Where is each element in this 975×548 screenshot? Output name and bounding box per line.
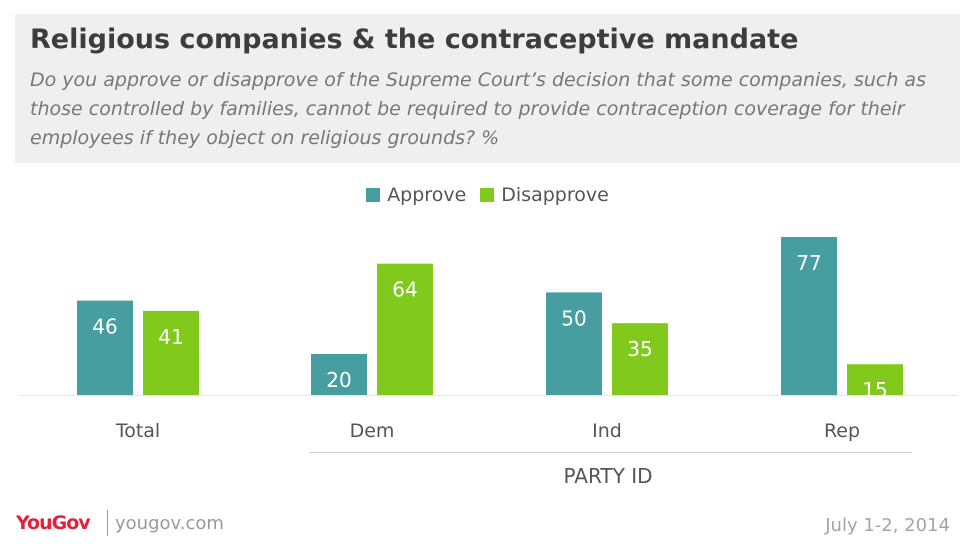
- legend-swatch-approve: [366, 188, 381, 202]
- data-label-disapprove-ind: 35: [627, 337, 652, 361]
- footer-divider: [107, 510, 108, 536]
- bar-disapprove-total: [143, 310, 199, 395]
- bar-approve-rep: [781, 237, 837, 395]
- legend-item-approve: Approve: [366, 184, 466, 206]
- yougov-logo: YouGov: [16, 512, 91, 534]
- x-tick-label-ind: Ind: [592, 420, 622, 442]
- data-label-approve-ind: 50: [561, 306, 586, 330]
- bar-disapprove-dem: [377, 263, 433, 395]
- data-label-approve-total: 46: [92, 315, 117, 339]
- legend-item-disapprove: Disapprove: [480, 184, 609, 206]
- legend-swatch-disapprove: [480, 188, 495, 202]
- bar-disapprove-rep: [847, 364, 903, 395]
- chart-title: Religious companies & the contraceptive …: [30, 24, 799, 55]
- bar-approve-dem: [311, 353, 367, 395]
- legend: Approve Disapprove: [0, 184, 975, 206]
- x-tick-label-dem: Dem: [350, 420, 395, 442]
- chart-subtitle: Do you approve or disapprove of the Supr…: [30, 69, 926, 149]
- data-label-approve-dem: 20: [326, 368, 351, 392]
- bar-approve-total: [77, 300, 133, 395]
- bar-disapprove-ind: [612, 323, 668, 395]
- legend-label-disapprove: Disapprove: [501, 184, 609, 206]
- legend-label-approve: Approve: [387, 184, 467, 206]
- data-label-disapprove-rep: 15: [862, 378, 887, 402]
- group-label-party-id: PARTY ID: [564, 464, 653, 488]
- data-label-disapprove-total: 41: [158, 325, 183, 349]
- data-label-disapprove-dem: 64: [392, 278, 417, 302]
- header-panel: Religious companies & the contraceptive …: [15, 14, 960, 163]
- x-tick-label-rep: Rep: [824, 420, 860, 442]
- bar-approve-ind: [546, 292, 602, 395]
- footer-url[interactable]: yougov.com: [115, 513, 224, 534]
- footer-date: July 1-2, 2014: [825, 515, 950, 536]
- data-label-approve-rep: 77: [796, 251, 821, 275]
- x-tick-label-total: Total: [115, 420, 160, 442]
